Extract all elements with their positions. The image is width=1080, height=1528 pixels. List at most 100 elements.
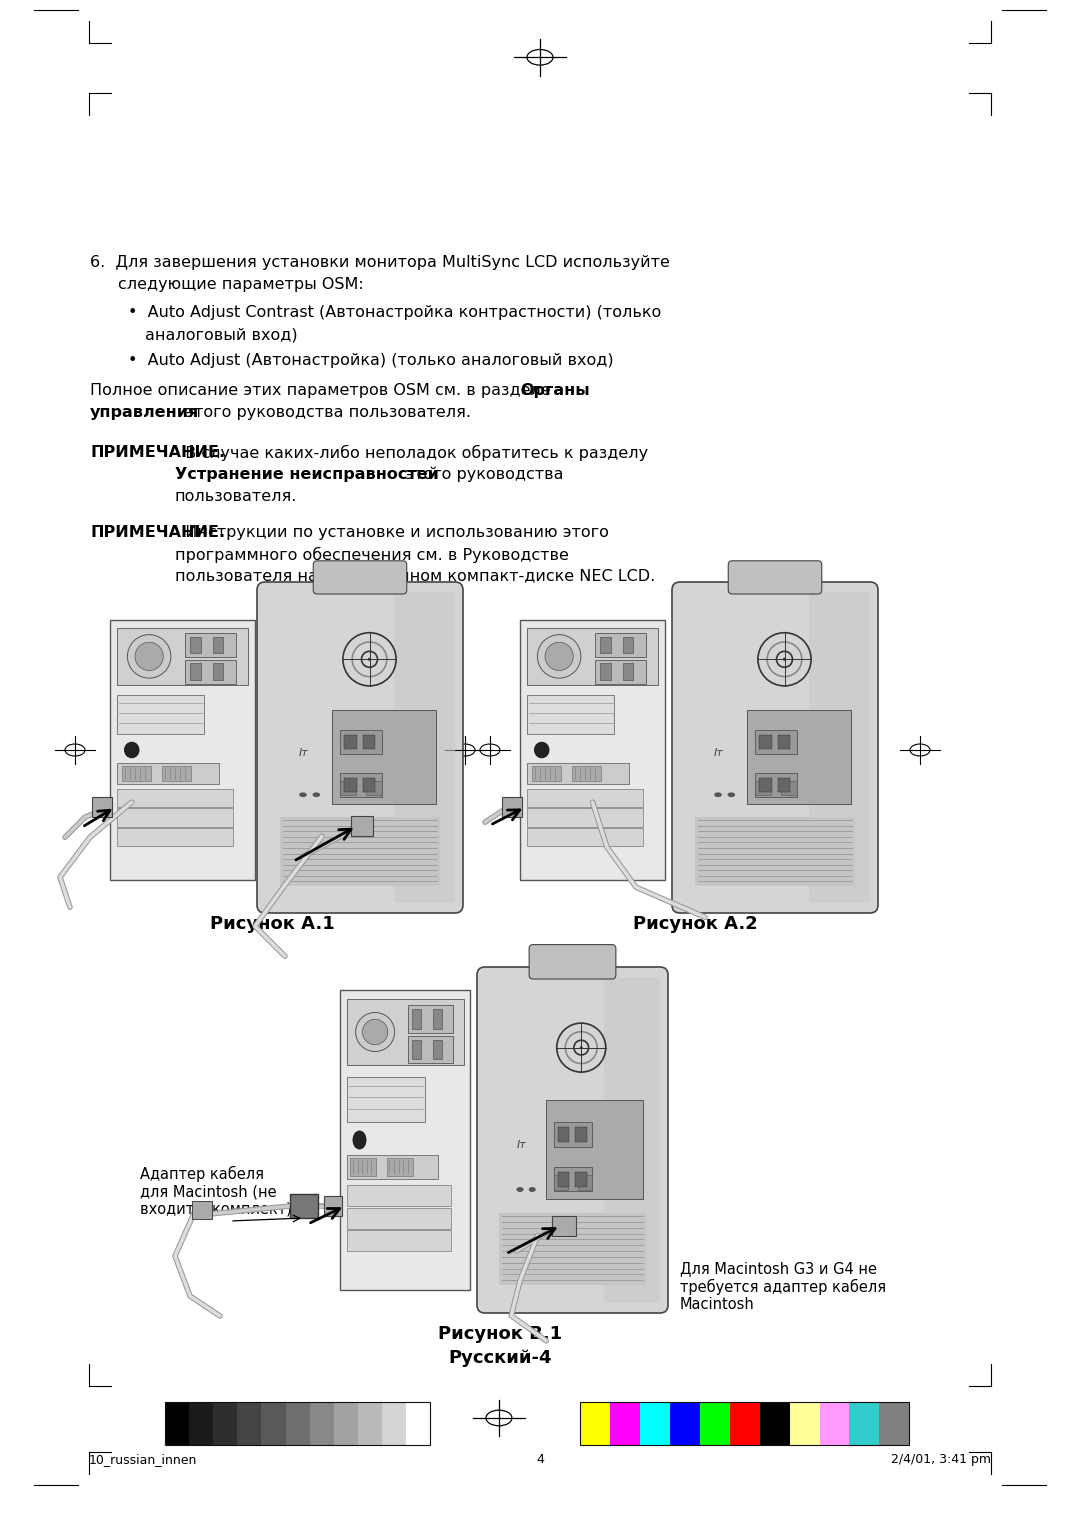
Bar <box>340 730 381 755</box>
Bar <box>623 637 634 654</box>
Bar <box>527 695 615 735</box>
Bar <box>879 1403 909 1445</box>
Bar <box>351 816 373 836</box>
Bar <box>527 628 658 685</box>
FancyBboxPatch shape <box>809 593 870 903</box>
Bar <box>778 735 791 749</box>
Bar <box>92 798 112 817</box>
Ellipse shape <box>124 743 139 758</box>
Bar <box>407 1036 454 1063</box>
Bar <box>433 1008 442 1028</box>
Bar <box>345 778 356 792</box>
Bar <box>820 1403 850 1445</box>
Bar <box>610 1403 639 1445</box>
Bar <box>280 817 440 886</box>
Ellipse shape <box>580 1047 583 1050</box>
Bar <box>600 663 610 680</box>
Bar <box>576 1172 586 1187</box>
Bar <box>363 778 376 792</box>
Bar <box>347 999 463 1065</box>
Text: •  Auto Adjust Contrast (Автонастройка контрастности) (только: • Auto Adjust Contrast (Автонастройка ко… <box>129 306 661 319</box>
Bar <box>552 1216 576 1236</box>
Bar <box>759 1403 789 1445</box>
Bar <box>363 735 376 749</box>
Bar <box>162 766 191 781</box>
Bar <box>340 773 381 796</box>
Bar <box>340 781 355 795</box>
FancyBboxPatch shape <box>477 967 669 1313</box>
Text: Iт: Iт <box>516 1140 526 1151</box>
Bar <box>696 817 854 886</box>
Bar <box>730 1403 759 1445</box>
Bar <box>285 1403 310 1445</box>
Ellipse shape <box>299 793 307 798</box>
Bar <box>781 781 797 795</box>
Bar <box>595 660 646 683</box>
Bar <box>118 788 233 807</box>
Ellipse shape <box>728 793 735 798</box>
Text: 4: 4 <box>536 1453 544 1465</box>
Bar <box>261 1403 285 1445</box>
Bar <box>639 1403 670 1445</box>
Bar <box>433 1041 442 1059</box>
Ellipse shape <box>363 1019 388 1045</box>
Bar <box>186 633 237 657</box>
Bar <box>527 788 644 807</box>
Bar <box>406 1403 430 1445</box>
Bar <box>190 637 201 654</box>
Text: Русский-4: Русский-4 <box>448 1349 552 1368</box>
Bar <box>214 663 224 680</box>
Bar <box>332 709 436 804</box>
Bar <box>789 1403 820 1445</box>
Bar <box>118 695 204 735</box>
Bar <box>118 828 233 847</box>
Bar <box>746 709 851 804</box>
Text: Органы: Органы <box>519 384 590 397</box>
Bar <box>347 1207 450 1229</box>
Bar <box>366 781 381 795</box>
Bar <box>122 766 150 781</box>
Bar <box>347 1230 450 1251</box>
Bar <box>755 773 797 796</box>
Ellipse shape <box>127 634 171 678</box>
Text: Адаптер кабеля
для Macintosh (не
входит в комплект): Адаптер кабеля для Macintosh (не входит … <box>140 1166 292 1216</box>
Bar <box>407 1005 454 1033</box>
Bar <box>291 1193 318 1218</box>
Text: аналоговый вход): аналоговый вход) <box>145 327 298 342</box>
Text: Для Macintosh G3 и G4 не
требуется адаптер кабеля
Macintosh: Для Macintosh G3 и G4 не требуется адапт… <box>680 1261 886 1313</box>
Bar <box>310 1403 334 1445</box>
Bar <box>600 637 610 654</box>
Ellipse shape <box>714 793 721 798</box>
Text: следующие параметры OSM:: следующие параметры OSM: <box>118 277 364 292</box>
Bar <box>502 798 522 817</box>
Text: этого руководства: этого руководства <box>400 468 564 481</box>
Bar <box>670 1403 700 1445</box>
Bar <box>576 1128 586 1141</box>
Text: 10_russian_innen: 10_russian_innen <box>89 1453 197 1465</box>
FancyBboxPatch shape <box>529 944 616 979</box>
Ellipse shape <box>312 793 320 798</box>
Ellipse shape <box>783 657 786 662</box>
Text: программного обеспечения см. в Руководстве: программного обеспечения см. в Руководст… <box>175 547 569 564</box>
Bar <box>580 1403 909 1445</box>
Text: пользователя на установочном компакт-диске NEC LCD.: пользователя на установочном компакт-дис… <box>175 568 656 584</box>
Bar <box>186 660 237 683</box>
Bar <box>357 1403 381 1445</box>
Ellipse shape <box>538 634 581 678</box>
Bar <box>347 1186 450 1206</box>
FancyBboxPatch shape <box>728 561 822 594</box>
Text: ПРИМЕЧАНИЕ.: ПРИМЕЧАНИЕ. <box>90 445 225 460</box>
Bar <box>381 1403 406 1445</box>
Ellipse shape <box>545 642 573 671</box>
Bar <box>334 1403 357 1445</box>
Bar <box>350 1158 377 1177</box>
Ellipse shape <box>529 1187 536 1192</box>
Bar <box>755 730 797 755</box>
Bar <box>759 778 771 792</box>
Bar <box>778 778 791 792</box>
Text: •  Auto Adjust (Автонастройка) (только аналоговый вход): • Auto Adjust (Автонастройка) (только ан… <box>129 353 613 368</box>
Bar <box>413 1041 421 1059</box>
Bar <box>554 1175 568 1189</box>
Bar <box>554 1122 593 1148</box>
Bar <box>118 762 219 784</box>
